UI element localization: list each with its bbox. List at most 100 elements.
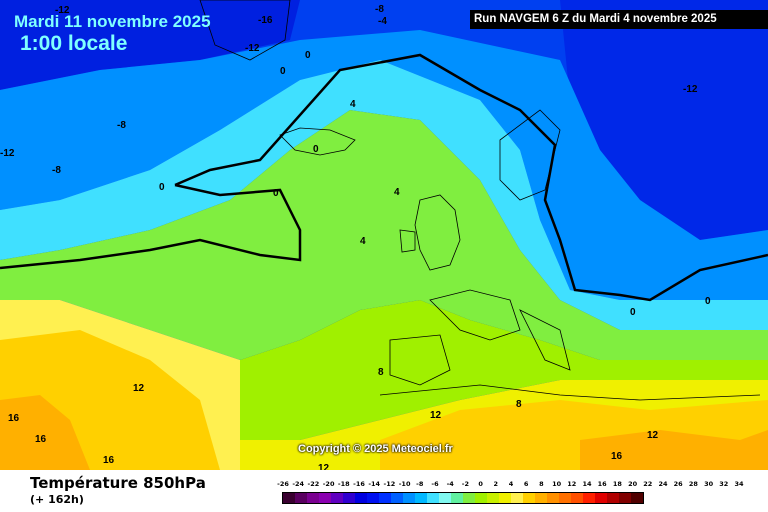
iso-label: 12 (133, 383, 145, 394)
colorbar-cell (547, 493, 559, 503)
colorbar-label: -2 (461, 480, 469, 488)
greenland-coast (199, 0, 291, 61)
colorbar-label: 30 (704, 480, 714, 488)
forecast-time-title: 1:00 locale (20, 32, 128, 55)
iberia-coast (389, 334, 451, 386)
iso-label: -8 (375, 4, 384, 15)
iso-label: -12 (0, 148, 15, 159)
colorbar-cell (439, 493, 451, 503)
italy-coast (519, 309, 571, 371)
colorbar-cell (379, 493, 391, 503)
colorbar-cell (583, 493, 595, 503)
run-info-box: Run NAVGEM 6 Z du Mardi 4 novembre 2025 (470, 10, 768, 29)
colorbar-label: -4 (446, 480, 454, 488)
isotherm-zero (174, 53, 768, 302)
colorbar-label: -26 (277, 480, 289, 488)
iso-label: 16 (103, 455, 115, 466)
field-title: Température 850hPa (30, 474, 206, 492)
cyan-band (0, 60, 768, 330)
iso-label: 12 (318, 463, 330, 470)
cold-region-northwest (0, 0, 300, 90)
colorbar-label: 28 (688, 480, 698, 488)
colorbar-label: 10 (552, 480, 562, 488)
colorbar-label: -24 (292, 480, 305, 488)
iso-label: 0 (159, 182, 165, 193)
iso-label: 16 (8, 413, 20, 424)
colorbar-cell (331, 493, 343, 503)
cold-region-scandinavia (560, 0, 768, 240)
iso-label: 0 (305, 50, 311, 61)
colorbar-label: -6 (431, 480, 439, 488)
colorbar-cell (511, 493, 523, 503)
iso-label: 0 (630, 307, 636, 318)
colorbar-cell (355, 493, 367, 503)
iso-label: 16 (35, 434, 47, 445)
colorbar-label: 16 (597, 480, 607, 488)
colorbar-cell (463, 493, 475, 503)
iso-label: 16 (611, 451, 623, 462)
iso-label: 8 (378, 367, 384, 378)
colorbar-cell (307, 493, 319, 503)
iso-label: -4 (378, 16, 387, 27)
colorbar-label: -8 (416, 480, 424, 488)
colorbar-label: 20 (628, 480, 638, 488)
colorbar-label: 0 (478, 480, 483, 488)
colorbar-label: 4 (508, 480, 514, 488)
colorbar-label: 26 (673, 480, 683, 488)
colorbar-cell (415, 493, 427, 503)
colorbar-cell (403, 493, 415, 503)
copyright-text: Copyright © 2025 Meteociel.fr (298, 443, 453, 455)
colorbar-cell (295, 493, 307, 503)
colorbar-cell (343, 493, 355, 503)
coastlines (199, 0, 761, 401)
france-coast (429, 289, 521, 341)
iso-label: 12 (647, 430, 659, 441)
colorbar-label: 24 (658, 480, 668, 488)
iso-label: 4 (350, 99, 356, 110)
warm-region-southeast (580, 430, 768, 470)
colorbar-label: -22 (307, 480, 320, 488)
warm-region-southwest (0, 395, 90, 470)
colorbar-label: 18 (612, 480, 622, 488)
lime-region (240, 300, 768, 440)
iso-label: 12 (430, 410, 442, 421)
colorbar-cell (283, 493, 295, 503)
temperature-map: -12 -16 -12 -8 -4 0 0 -12 -8 -12 -8 0 0 … (0, 0, 768, 470)
colorbar-label: 6 (523, 480, 529, 488)
iso-label: 0 (280, 66, 286, 77)
colorbar-cell (487, 493, 499, 503)
iso-label: -12 (245, 43, 260, 54)
colorbar-cell (631, 493, 643, 503)
iso-label: 0 (273, 188, 279, 199)
colorbar-cell (367, 493, 379, 503)
iso-label: 4 (394, 187, 400, 198)
iso-label: -8 (117, 120, 126, 131)
iso-label: 0 (313, 144, 319, 155)
colorbar-cell (475, 493, 487, 503)
colorbar-cell (619, 493, 631, 503)
ireland-coast (399, 229, 416, 253)
forecast-date-title: Mardi 11 novembre 2025 (14, 12, 211, 31)
colorbar-label: -12 (383, 480, 396, 488)
colorbar-label: -14 (368, 480, 381, 488)
iceland-coast (279, 127, 356, 156)
colorbar-label: 32 (719, 480, 729, 488)
iso-label: -12 (683, 84, 698, 95)
great-britain-coast (414, 194, 461, 271)
iso-label: -8 (52, 165, 61, 176)
colorbar-label: 14 (582, 480, 592, 488)
colorbar-cell (499, 493, 511, 503)
footer-legend: Température 850hPa (+ 162h) -26 -24 -22 -20… (0, 470, 768, 512)
isotherm-zero-south (0, 183, 302, 270)
colorbar-cell (319, 493, 331, 503)
colorbar-cell (607, 493, 619, 503)
colorbar-cell (571, 493, 583, 503)
map-area: -12 -16 -12 -8 -4 0 0 -12 -8 -12 -8 0 0 … (0, 0, 768, 470)
north-africa-coast (379, 384, 761, 401)
colorbar-label: 22 (643, 480, 653, 488)
colorbar-label: -20 (322, 480, 335, 488)
colorbar-label: 12 (567, 480, 577, 488)
colorbar-label: -16 (353, 480, 365, 488)
green-region (0, 110, 768, 360)
lead-time: (+ 162h) (30, 493, 84, 506)
